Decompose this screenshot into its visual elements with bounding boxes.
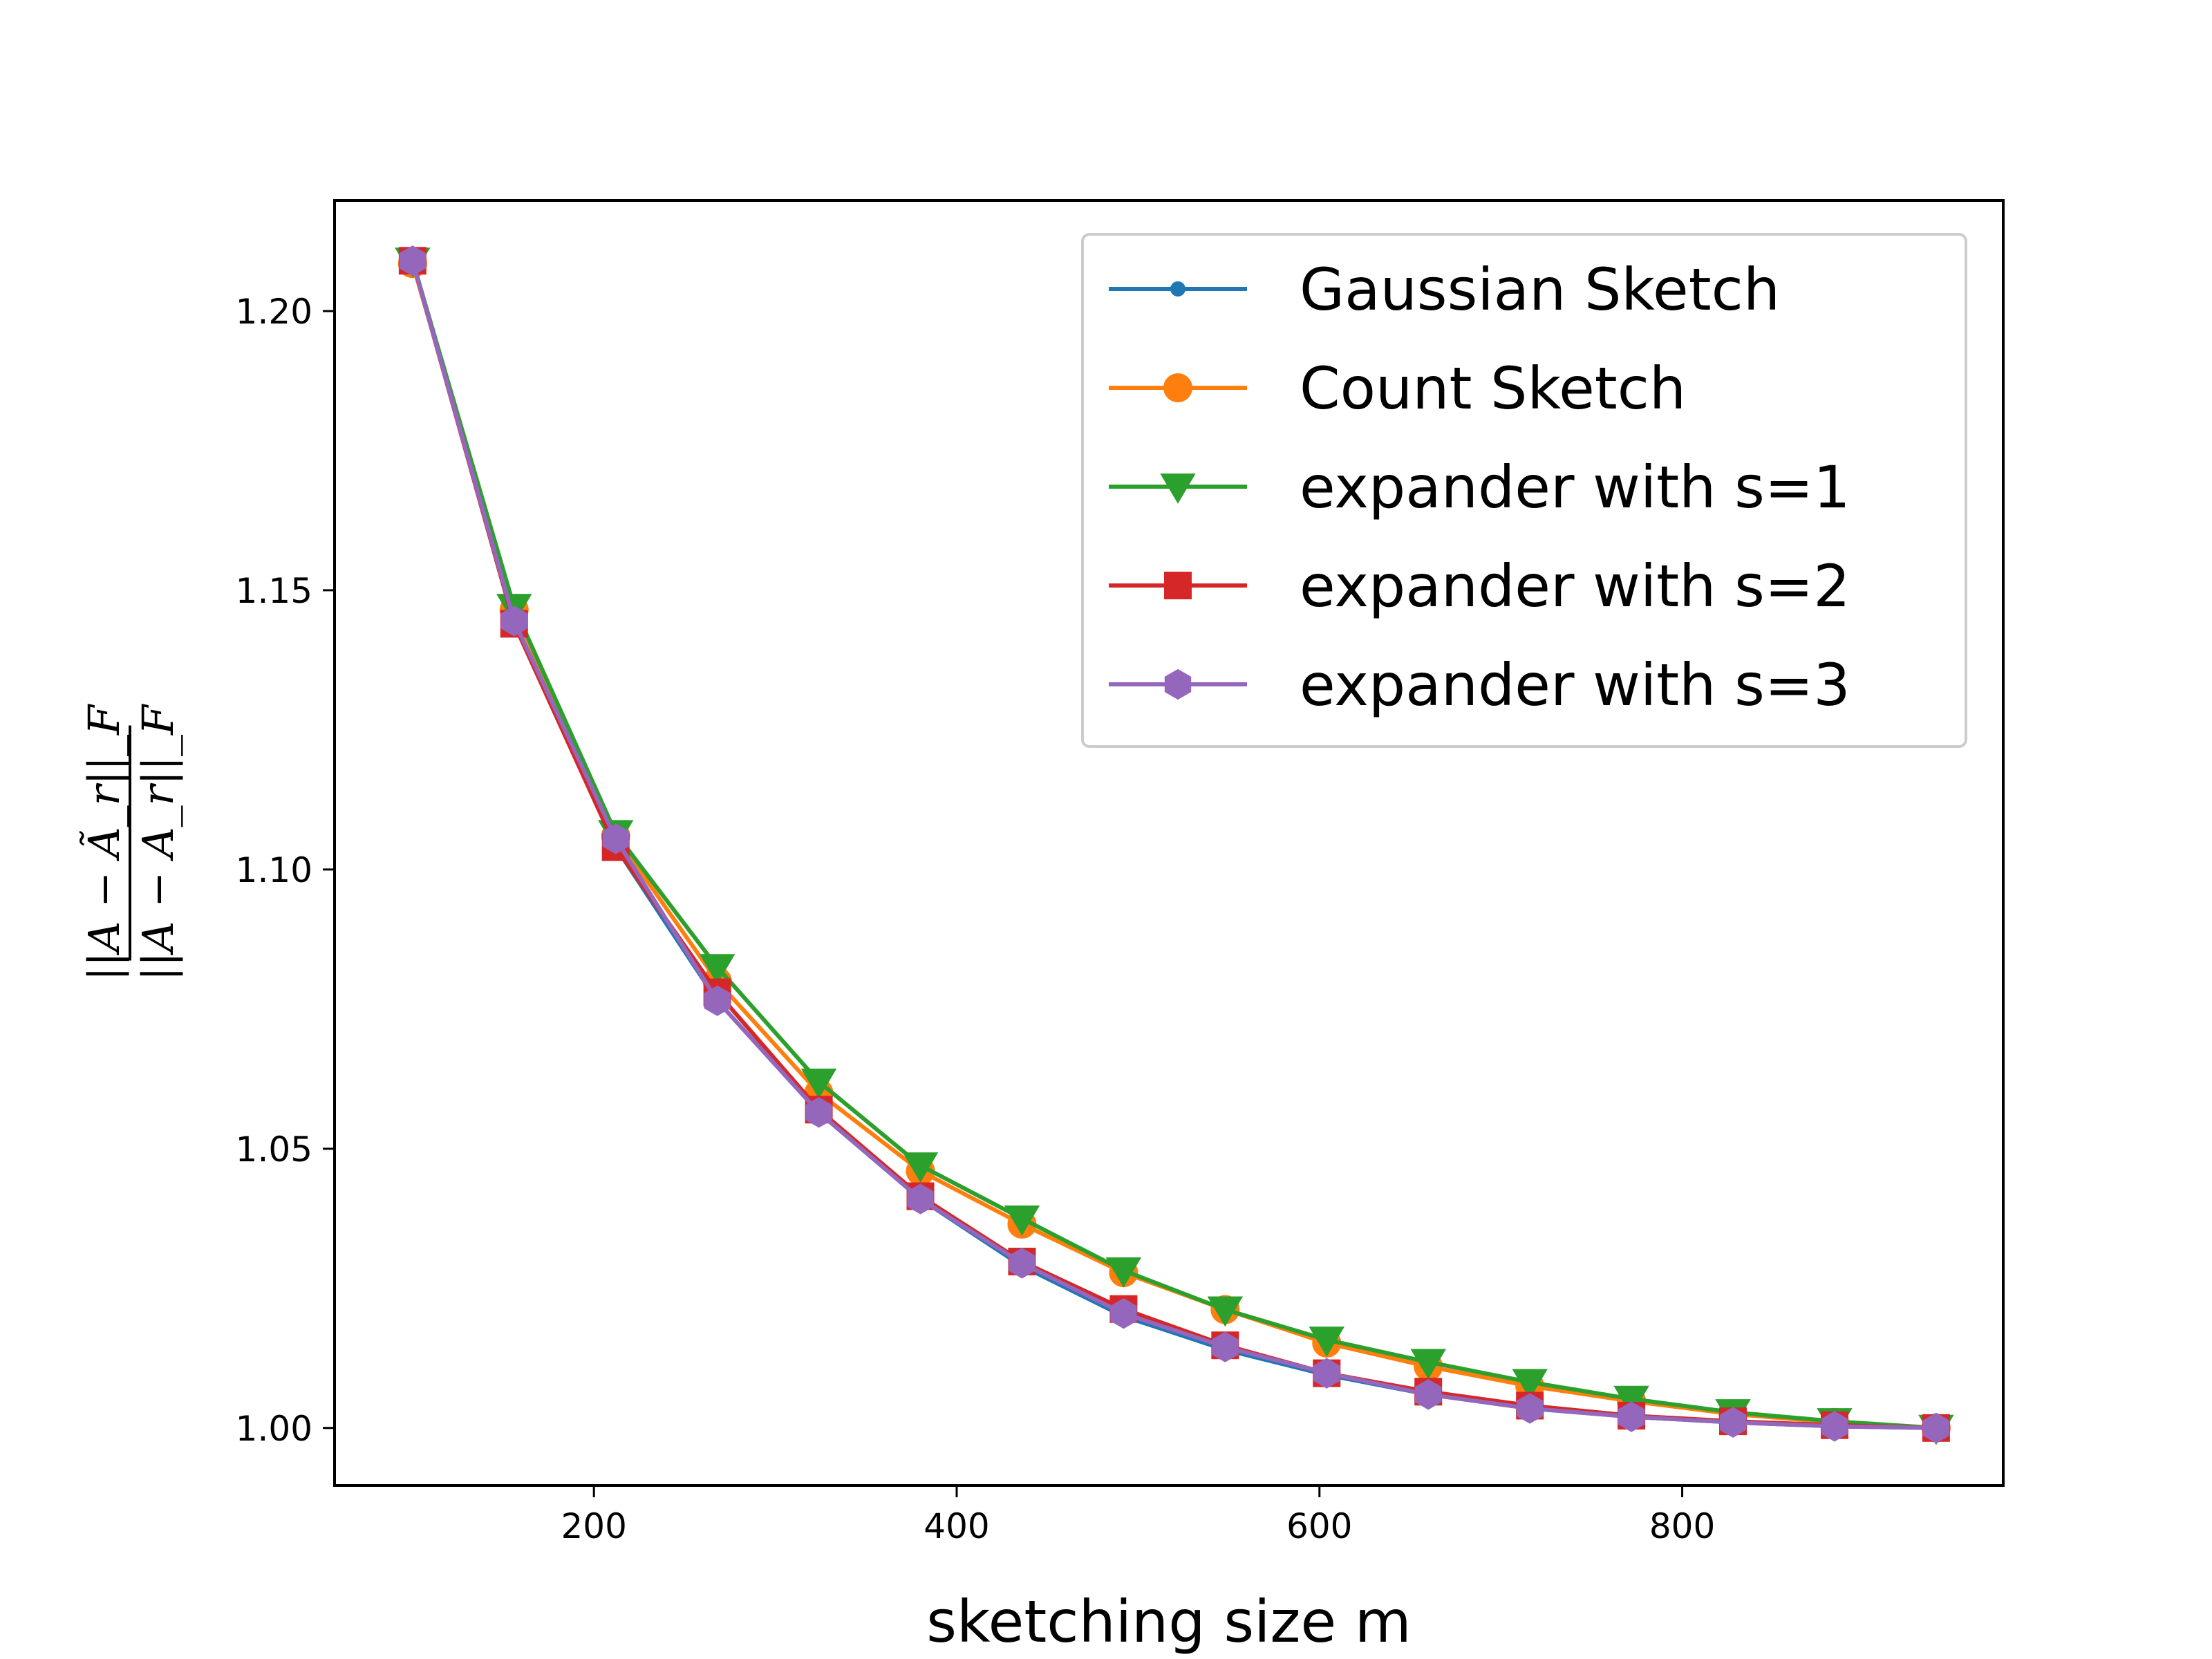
data-point-marker: [1170, 281, 1185, 297]
data-point-marker: [1110, 1298, 1137, 1329]
y-axis-label-denominator: ||A − A_r||_F: [133, 704, 183, 981]
legend-entry: Gaussian Sketch: [1109, 256, 1780, 324]
legend-label: expander with s=3: [1300, 651, 1850, 719]
y-tick-label: 1.05: [236, 1130, 312, 1170]
legend-label: expander with s=2: [1300, 552, 1850, 620]
x-tick-label: 400: [924, 1506, 989, 1546]
series-line: [410, 260, 1937, 1430]
y-tick-label: 1.20: [236, 292, 312, 332]
legend-label: Count Sketch: [1300, 355, 1686, 422]
legend-entry: Count Sketch: [1109, 355, 1686, 422]
data-point-marker: [1105, 1257, 1142, 1288]
y-axis-ticks: 1.00 1.05 1.10 1.15 1.20: [236, 292, 335, 1449]
data-point-marker: [1922, 1412, 1950, 1443]
y-axis-label-numerator: ||A − Ã_r||_F: [79, 704, 129, 981]
y-axis-label: ||A − Ã_r||_F ||A − A_r||_F: [79, 704, 183, 981]
data-point-marker: [704, 985, 731, 1016]
data-point-marker: [1164, 668, 1192, 700]
data-point-marker: [800, 1068, 837, 1099]
data-point-marker: [1516, 1393, 1544, 1424]
data-point-marker: [1512, 1369, 1548, 1400]
data-point-marker: [805, 1097, 832, 1128]
legend: Gaussian Sketch Count Sketch expander with…: [1081, 233, 1967, 748]
data-point-marker: [1313, 1358, 1340, 1389]
data-point-marker: [902, 1152, 939, 1183]
data-point-marker: [1212, 1331, 1239, 1362]
data-point-marker: [1410, 1349, 1446, 1380]
data-point-marker: [1163, 373, 1192, 402]
legend-entry: expander with s=2: [1109, 552, 1850, 620]
data-point-marker: [602, 823, 629, 854]
data-point-marker: [907, 1183, 934, 1215]
data-point-marker: [1613, 1385, 1649, 1416]
y-tick-label: 1.10: [236, 850, 312, 890]
y-tick-label: 1.15: [236, 571, 312, 611]
legend-entry: expander with s=3: [1109, 651, 1850, 719]
legend-items: Gaussian Sketch Count Sketch expander with…: [1109, 256, 1850, 719]
x-tick-label: 600: [1286, 1506, 1352, 1546]
data-point-marker: [1207, 1296, 1244, 1327]
legend-box: [1081, 233, 1967, 748]
data-point-marker: [1309, 1327, 1345, 1357]
y-tick-label: 1.00: [236, 1409, 312, 1449]
x-tick-label: 800: [1649, 1506, 1715, 1546]
series-expander-with-s-3: [399, 245, 1950, 1443]
data-point-marker: [399, 245, 427, 276]
axes-frame: [333, 199, 2005, 1487]
legend-label: Gaussian Sketch: [1300, 256, 1780, 324]
data-point-marker: [500, 606, 527, 637]
data-point-marker: [1004, 1205, 1040, 1236]
x-axis-ticks: 200 400 600 800: [561, 1485, 1715, 1546]
data-point-marker: [1160, 474, 1196, 504]
data-point-marker: [1618, 1401, 1645, 1432]
data-point-marker: [699, 954, 735, 985]
legend-label: expander with s=1: [1300, 453, 1850, 521]
data-point-marker: [1415, 1379, 1442, 1410]
data-point-marker: [1821, 1411, 1848, 1442]
data-point-marker: [1009, 1248, 1035, 1279]
legend-entry: expander with s=1: [1109, 453, 1850, 521]
series-line: [410, 260, 1936, 1430]
x-tick-label: 200: [561, 1506, 627, 1546]
x-axis-label: sketching size m: [926, 1588, 1411, 1656]
data-point-marker: [1719, 1407, 1747, 1438]
data-point-marker: [1164, 572, 1192, 599]
series-layer: [395, 245, 1954, 1445]
